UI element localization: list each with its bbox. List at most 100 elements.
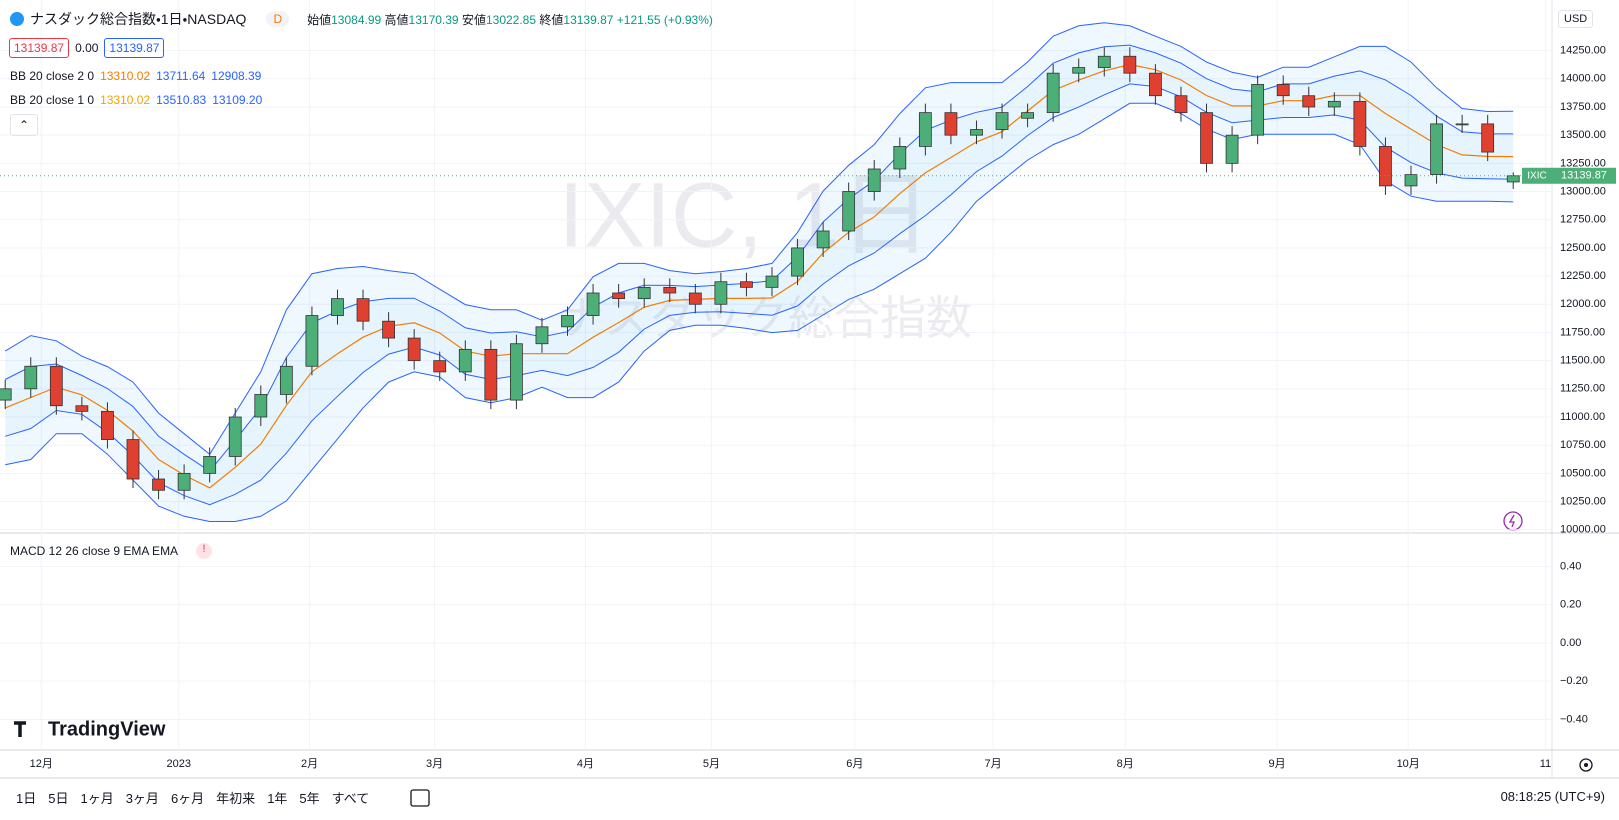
bb1-lower: 13109.20 xyxy=(212,93,263,107)
bb2-basis: 13310.02 xyxy=(100,69,151,83)
candle-body xyxy=(382,320,396,339)
candle-body xyxy=(535,326,549,345)
candle-body xyxy=(1200,112,1213,164)
symbol-tag: IXIC xyxy=(1527,170,1546,181)
candle-body xyxy=(279,365,293,395)
bb1-legend: BB 20 close 1 0 13310.02 13510.83 13109.… xyxy=(10,93,262,107)
candle-body xyxy=(1225,134,1239,164)
symbol-icon xyxy=(10,12,24,26)
band-fill xyxy=(5,22,1514,522)
bid[interactable]: 13139.87 xyxy=(9,38,70,58)
candle-body xyxy=(1430,123,1443,176)
grid xyxy=(0,0,1552,750)
x-tick-label: 2023 xyxy=(167,758,191,770)
logo: TradingView xyxy=(48,718,166,740)
settings-icon[interactable] xyxy=(1579,758,1593,772)
bb1-upper: 13510.83 xyxy=(156,93,207,107)
candle-body xyxy=(0,388,12,401)
y-tick-label: 12750.00 xyxy=(1560,214,1606,226)
candle-body xyxy=(1276,84,1290,97)
ask[interactable]: 13139.87 xyxy=(104,38,165,58)
candle-body xyxy=(663,286,677,294)
candle-body xyxy=(1072,67,1086,74)
range-button[interactable]: 5年 xyxy=(299,791,320,806)
close-label: 終値 xyxy=(539,12,564,27)
candle-body xyxy=(842,191,856,232)
y-tick-label: −0.20 xyxy=(1560,675,1588,687)
candle-body xyxy=(1123,55,1137,74)
candle-body xyxy=(1097,55,1111,68)
candle-body xyxy=(893,146,907,170)
date-range-icon[interactable] xyxy=(410,789,430,807)
close-value: 13139.87 xyxy=(563,12,614,27)
range-button[interactable]: 1年 xyxy=(267,791,288,806)
y-tick-label: 11000.00 xyxy=(1560,411,1605,423)
candle-body xyxy=(126,439,140,480)
x-tick-label: 4月 xyxy=(577,758,594,770)
y-tick-label: 14250.00 xyxy=(1560,45,1606,57)
candle-body xyxy=(944,112,958,136)
range-button[interactable]: 年初来 xyxy=(216,791,256,806)
low-label: 安値 xyxy=(461,12,486,27)
warning-icon[interactable]: ! xyxy=(196,543,213,559)
y-tick-label: 10500.00 xyxy=(1560,467,1606,479)
open-value: 13084.99 xyxy=(331,12,382,27)
clock: 08:18:25 (UTC+9) xyxy=(1500,789,1605,804)
alert-bolt xyxy=(1508,514,1515,528)
bb2-name: BB 20 close 2 0 xyxy=(10,69,95,83)
y-tick-label: 13500.00 xyxy=(1560,129,1606,141)
x-tick-label: 11 xyxy=(1540,758,1551,770)
toolbar: 1日 5日 1ヶ月 3ヶ月 6ヶ月 年初来 1年 5年 すべて xyxy=(16,788,369,807)
candle-body xyxy=(484,348,498,401)
candle-body xyxy=(1174,95,1188,114)
low-value: 13022.85 xyxy=(485,12,537,27)
range-button[interactable]: 6ヶ月 xyxy=(170,791,205,806)
candle-body xyxy=(407,337,421,362)
symbol-title: ナスダック総合指数・1日・NASDAQ xyxy=(30,11,247,27)
y-tick-label: 11750.00 xyxy=(1560,326,1605,338)
bb1-name: BB 20 close 1 0 xyxy=(10,93,95,107)
candle-body xyxy=(228,416,242,457)
macd-title: MACD 12 26 close 9 EMA EMA xyxy=(10,544,179,558)
y-tick-label: 13000.00 xyxy=(1560,185,1606,197)
bb2-upper: 13711.64 xyxy=(156,69,206,83)
candle-body xyxy=(305,315,319,367)
x-tick-label: 6月 xyxy=(846,758,863,770)
price-tag: 13139.87 xyxy=(1561,170,1607,182)
candle-body xyxy=(24,365,38,390)
y-tick-label: 11250.00 xyxy=(1560,383,1605,395)
y-tick-label: 12500.00 xyxy=(1560,242,1606,254)
x-tick-label: 10月 xyxy=(1397,758,1420,770)
candle-body xyxy=(177,472,191,491)
alert-icon[interactable] xyxy=(1503,511,1523,531)
candle-body xyxy=(867,168,881,192)
candle-body xyxy=(203,456,217,474)
candle-body xyxy=(1302,95,1316,108)
macd-legend: MACD 12 26 close 9 EMA EMA ! xyxy=(10,543,213,559)
candle-body xyxy=(995,112,1009,130)
y-tick-label: 10000.00 xyxy=(1560,524,1606,536)
candle-body xyxy=(1379,146,1392,187)
candle-body xyxy=(612,292,626,300)
range-button[interactable]: 1日 xyxy=(16,791,37,806)
range-button[interactable]: 1ヶ月 xyxy=(80,791,114,806)
range-button[interactable]: 5日 xyxy=(48,791,69,806)
badge[interactable]: D xyxy=(266,11,290,27)
x-tick-label: 5月 xyxy=(703,758,720,770)
bb2-lower: 12908.39 xyxy=(211,69,262,83)
range-button[interactable]: 3ヶ月 xyxy=(125,791,159,806)
range-button[interactable]: すべて xyxy=(331,791,370,806)
x-tick-label: 7月 xyxy=(985,758,1002,770)
candle-body xyxy=(791,247,804,277)
settings-dot xyxy=(1584,763,1588,767)
collapse-button[interactable]: ⌃ xyxy=(10,114,38,136)
currency[interactable]: USD xyxy=(1558,10,1594,28)
candle-body xyxy=(586,292,600,316)
candle-body xyxy=(152,478,165,491)
candle-body xyxy=(816,230,830,249)
candle-body xyxy=(101,410,114,440)
y-tick-label: 13250.00 xyxy=(1560,157,1606,169)
